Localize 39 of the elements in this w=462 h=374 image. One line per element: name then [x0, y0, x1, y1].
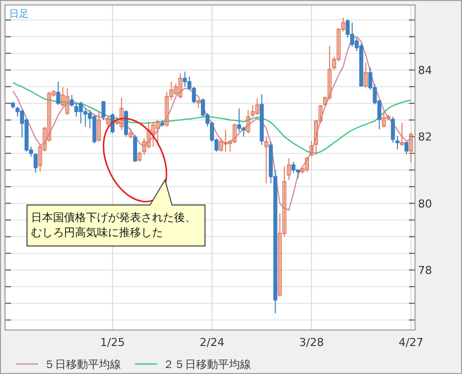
candlestick: [304, 156, 309, 172]
candlestick: [264, 136, 268, 184]
candlestick: [65, 88, 70, 116]
candlestick: [101, 100, 106, 120]
candlestick: [286, 158, 291, 180]
legend-label: ２５日移動平均線: [163, 358, 251, 371]
candlestick: [96, 111, 101, 142]
chart-title: 日足: [9, 9, 29, 20]
candlestick: [310, 140, 314, 158]
candlestick: [56, 81, 60, 106]
annotation: 日本国債格下げが発表された後、: [31, 211, 196, 224]
candlestick: [400, 122, 404, 146]
x-tick-label: 3/28: [299, 336, 324, 349]
y-tick-label: 80: [418, 197, 432, 210]
legend-label: ５日移動平均線: [44, 358, 121, 371]
candlestick: [395, 136, 400, 150]
candlestick: [124, 110, 128, 138]
y-tick-label: 84: [418, 64, 432, 77]
candlestick: [70, 94, 74, 108]
x-tick-label: 1/25: [100, 336, 125, 349]
candlestick: [128, 128, 133, 139]
candlestick: [390, 116, 395, 144]
candlestick: [219, 138, 224, 152]
x-tick-label: 4/27: [398, 336, 424, 349]
y-tick-label: 78: [418, 264, 432, 277]
candlestick: [364, 62, 368, 88]
annotation-callout: 日本国債格下げが発表された後、 むしろ円高気味に推移した: [26, 118, 206, 246]
candlestick: [133, 134, 138, 162]
candlestick: [404, 141, 408, 155]
candlestick: [250, 104, 255, 118]
annotation: むしろ円高気味に推移した: [31, 226, 163, 239]
candlestick: [237, 108, 242, 132]
candlestick: [106, 116, 110, 128]
candlestick: [246, 110, 250, 134]
candlestick: [178, 72, 182, 99]
x-tick-label: 2/24: [200, 336, 224, 349]
candlestick: [34, 152, 38, 174]
candlestick: [138, 151, 142, 162]
y-tick-label: 82: [418, 130, 432, 144]
